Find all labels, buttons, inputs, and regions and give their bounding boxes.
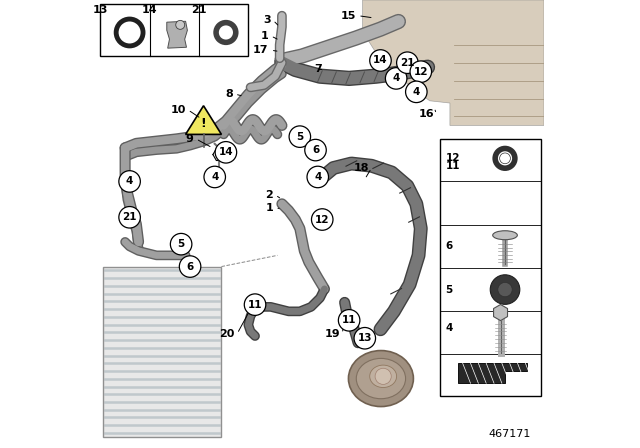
Polygon shape bbox=[493, 305, 508, 321]
Text: 4: 4 bbox=[413, 87, 420, 97]
Text: 11: 11 bbox=[445, 160, 460, 171]
Circle shape bbox=[179, 256, 201, 277]
Polygon shape bbox=[186, 106, 221, 134]
Circle shape bbox=[305, 139, 326, 161]
Text: 4: 4 bbox=[314, 172, 321, 182]
Circle shape bbox=[244, 294, 266, 315]
FancyBboxPatch shape bbox=[100, 4, 248, 56]
Circle shape bbox=[385, 68, 407, 89]
Text: 21: 21 bbox=[122, 212, 137, 222]
Ellipse shape bbox=[356, 358, 406, 399]
Text: 7: 7 bbox=[314, 65, 323, 74]
Text: 13: 13 bbox=[93, 5, 108, 15]
Text: 8: 8 bbox=[225, 89, 233, 99]
Circle shape bbox=[204, 166, 225, 188]
Text: 18: 18 bbox=[354, 163, 369, 173]
Polygon shape bbox=[362, 0, 544, 125]
Circle shape bbox=[215, 142, 237, 163]
Text: 21: 21 bbox=[400, 58, 415, 68]
Text: 16: 16 bbox=[419, 109, 435, 119]
Circle shape bbox=[119, 207, 140, 228]
Text: 15: 15 bbox=[340, 11, 356, 21]
Text: 12: 12 bbox=[413, 67, 428, 77]
Ellipse shape bbox=[348, 350, 413, 407]
Circle shape bbox=[370, 50, 391, 71]
Circle shape bbox=[307, 166, 328, 188]
Circle shape bbox=[498, 282, 512, 297]
Text: 21: 21 bbox=[191, 5, 207, 15]
Text: 12: 12 bbox=[315, 215, 330, 224]
Circle shape bbox=[410, 61, 431, 82]
Ellipse shape bbox=[493, 231, 517, 240]
Text: 9: 9 bbox=[186, 134, 194, 144]
Circle shape bbox=[176, 20, 185, 30]
Text: 14: 14 bbox=[219, 147, 233, 157]
Text: 5: 5 bbox=[296, 132, 303, 142]
Circle shape bbox=[397, 52, 418, 73]
Text: 10: 10 bbox=[170, 105, 186, 115]
Ellipse shape bbox=[370, 365, 397, 388]
Text: 14: 14 bbox=[373, 56, 388, 65]
Circle shape bbox=[119, 171, 140, 192]
Text: 467171: 467171 bbox=[488, 429, 531, 439]
Text: 6: 6 bbox=[312, 145, 319, 155]
Text: 12: 12 bbox=[445, 153, 460, 163]
Circle shape bbox=[289, 126, 310, 147]
Circle shape bbox=[375, 368, 391, 384]
Text: 14: 14 bbox=[142, 5, 157, 15]
Text: 17: 17 bbox=[253, 45, 269, 55]
Text: 5: 5 bbox=[445, 284, 452, 295]
Text: 3: 3 bbox=[263, 15, 271, 25]
Text: 13: 13 bbox=[358, 333, 372, 343]
Text: 6: 6 bbox=[445, 241, 452, 251]
Text: 5: 5 bbox=[177, 239, 185, 249]
Text: 4: 4 bbox=[126, 177, 133, 186]
Polygon shape bbox=[167, 21, 188, 48]
Bar bbox=[103, 267, 221, 437]
Text: 1: 1 bbox=[265, 203, 273, 213]
Text: 11: 11 bbox=[342, 315, 356, 325]
Text: 2: 2 bbox=[265, 190, 273, 200]
Text: 20: 20 bbox=[220, 329, 235, 339]
Text: 19: 19 bbox=[324, 329, 340, 339]
Polygon shape bbox=[458, 363, 527, 383]
Text: 1: 1 bbox=[260, 31, 269, 41]
Text: 4: 4 bbox=[211, 172, 218, 182]
Text: 6: 6 bbox=[186, 262, 194, 271]
FancyBboxPatch shape bbox=[440, 139, 541, 396]
Circle shape bbox=[339, 310, 360, 331]
Circle shape bbox=[354, 327, 376, 349]
Circle shape bbox=[312, 209, 333, 230]
Text: !: ! bbox=[201, 117, 206, 130]
Text: 11: 11 bbox=[248, 300, 262, 310]
Circle shape bbox=[406, 81, 427, 103]
Circle shape bbox=[490, 275, 520, 304]
Text: 4: 4 bbox=[445, 323, 453, 333]
Circle shape bbox=[170, 233, 192, 255]
Text: 4: 4 bbox=[392, 73, 400, 83]
